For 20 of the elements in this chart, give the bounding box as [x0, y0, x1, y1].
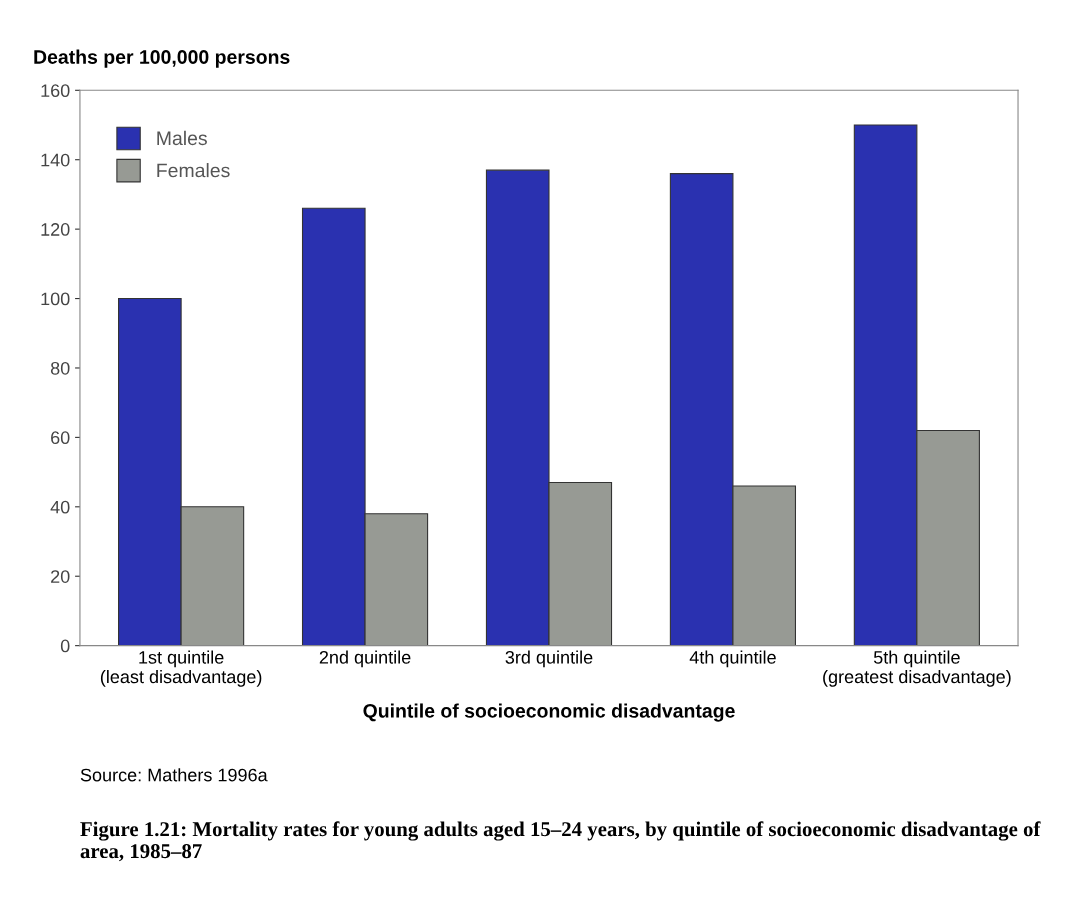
x-axis-title: Quintile of socioeconomic disadvantage [363, 703, 735, 722]
y-tick-label: 120 [41, 223, 70, 236]
y-tick-label: 160 [41, 84, 70, 98]
y-tick-label: 60 [51, 431, 70, 445]
y-tick-label: 0 [60, 639, 70, 653]
y-tick-label: 20 [51, 570, 70, 583]
y-axis-title: Deaths per 100,000 persons [34, 49, 290, 68]
x-tick-label: 2nd quintile [319, 650, 411, 668]
legend-label: Males [157, 130, 207, 146]
x-tick-label: 5th quintile (greatest disadvantage) [823, 650, 1011, 687]
legend-label: Females [157, 163, 230, 178]
y-tick-label: 40 [50, 500, 70, 514]
x-tick-label: 3rd quintile [505, 650, 593, 668]
y-tick-label: 100 [41, 292, 70, 306]
y-tick-label: 140 [41, 153, 70, 167]
x-tick-label: 1st quintile (least disadvantage) [100, 650, 262, 687]
text: Figure 1.21: Mortality rates for young adults aged 15–24 years, by quintile of socioeconomic disadvantage of area, 1985–87 [80, 821, 1041, 862]
y-tick-label: 80 [50, 361, 70, 375]
source-note: Source: Mathers 1996a [80, 768, 268, 782]
x-tick-label: 4th quintile [689, 650, 776, 668]
